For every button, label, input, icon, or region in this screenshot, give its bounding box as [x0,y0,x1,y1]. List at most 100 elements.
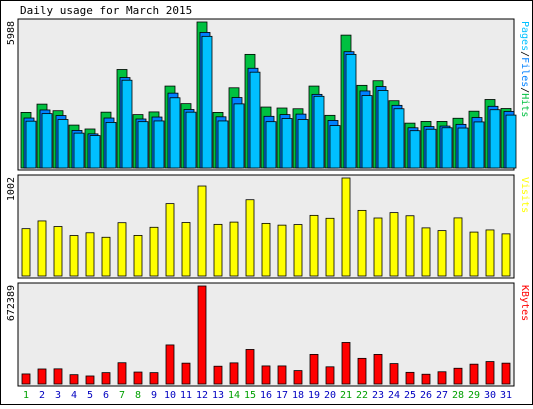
x-tick-label-day-19: 19 [308,390,320,401]
bar-kbytes-day-17 [277,365,287,385]
bar-pages-day-18 [297,119,309,169]
bar-kbytes-day-10 [165,344,175,385]
bar-pages-day-20 [329,125,341,169]
bar-pages-day-11 [185,111,197,169]
bar-kbytes-day-14 [229,362,239,385]
bar-visits-day-4 [69,235,79,277]
bar-pages-day-16 [265,121,277,169]
legend-visits: Visits [519,177,530,213]
legend-entry-visits: Visits [519,177,530,213]
x-tick-label-day-4: 4 [71,390,77,401]
bar-kbytes-day-28 [453,367,463,385]
bar-visits-day-23 [373,217,383,277]
bar-kbytes-day-3 [53,368,63,385]
x-tick-label-day-25: 25 [404,390,416,401]
bar-visits-day-1 [21,228,31,277]
legend-entry-hits: Hits [519,93,530,117]
bar-pages-day-15 [249,71,261,169]
bar-pages-day-10 [169,97,181,169]
bar-visits-day-9 [149,226,159,277]
bar-kbytes-day-9 [149,372,159,385]
bar-pages-day-4 [73,132,85,169]
bar-kbytes-day-24 [389,363,399,385]
bar-pages-day-22 [361,95,373,169]
bar-visits-day-12 [197,185,207,277]
bar-kbytes-day-15 [245,349,255,385]
bar-visits-day-26 [421,227,431,277]
x-tick-label-day-11: 11 [180,390,192,401]
bar-visits-day-18 [293,224,303,277]
x-tick-label-day-9: 9 [151,390,157,401]
bar-visits-day-20 [325,217,335,277]
x-tick-label-day-3: 3 [55,390,61,401]
bar-pages-day-3 [57,119,69,169]
x-axis-labels: 1 2 3 4 5 6 7 8 9 10 11 12 13 14 15 16 17 18 19 20 21 22 23 24 2… [23,390,512,401]
bar-pages-day-27 [441,127,453,169]
x-tick-label-day-27: 27 [436,390,448,401]
panel-visits: 1002 Visits [6,174,530,279]
bar-visits-day-21 [341,177,351,277]
bar-visits-day-5 [85,232,95,277]
bar-visits-day-6 [101,236,111,277]
x-tick-label-day-20: 20 [324,390,336,401]
chart-title: Daily usage for March 2015 [20,4,192,17]
bar-visits-day-17 [277,224,287,277]
bar-visits-day-14 [229,221,239,277]
legend-entry-pages: Pages [519,21,530,51]
bar-pages-day-14 [233,103,245,169]
bar-kbytes-day-12 [197,285,207,385]
bar-pages-day-9 [153,120,165,169]
bar-kbytes-day-4 [69,374,79,385]
bar-visits-day-30 [485,229,495,277]
bar-visits-day-2 [37,220,47,277]
bar-visits-day-3 [53,226,63,277]
bar-pages-day-7 [121,79,133,169]
bar-kbytes-day-25 [405,371,415,385]
x-tick-label-day-31: 31 [500,390,512,401]
bar-pages-day-21 [345,53,357,169]
bar-kbytes-day-29 [469,363,479,385]
bar-kbytes-day-21 [341,342,351,385]
bar-pages-day-29 [473,121,485,169]
x-tick-label-day-2: 2 [39,390,45,401]
bar-pages-day-1 [25,120,37,169]
bar-kbytes-day-6 [101,372,111,385]
bar-kbytes-day-5 [85,375,95,385]
bar-kbytes-day-16 [261,365,271,385]
bar-pages-day-23 [377,90,389,169]
bar-pages-day-26 [425,128,437,169]
x-tick-label-day-7: 7 [119,390,125,401]
bar-kbytes-day-22 [357,357,367,385]
bar-visits-day-7 [117,222,127,277]
legend-separator: / [519,51,530,57]
bar-pages-day-13 [217,120,229,169]
bar-pages-day-30 [489,109,501,169]
bar-pages-day-12 [201,35,213,169]
bar-kbytes-day-13 [213,365,223,385]
bar-pages-day-8 [137,121,149,169]
bar-pages-day-31 [505,114,517,169]
legend-entry-files: Files [519,57,530,87]
x-tick-label-day-22: 22 [356,390,368,401]
bar-pages-day-2 [41,113,53,169]
legend-hits: Pages/Files/Hits [519,21,530,117]
ymax-label-visits: 1002 [6,177,17,201]
x-tick-label-day-10: 10 [164,390,176,401]
x-tick-label-day-5: 5 [87,390,93,401]
bar-visits-day-29 [469,231,479,277]
bar-visits-day-22 [357,209,367,277]
bar-kbytes-day-7 [117,362,127,385]
bar-kbytes-day-19 [309,354,319,385]
x-tick-label-day-18: 18 [292,390,304,401]
ymax-label-hits: 5988 [6,21,17,45]
bar-pages-day-28 [457,127,469,169]
panel-hits: 5988 Pages/Files/Hits [6,18,530,171]
x-tick-label-day-30: 30 [484,390,496,401]
x-tick-label-day-29: 29 [468,390,480,401]
x-tick-label-day-6: 6 [103,390,109,401]
bar-kbytes-day-18 [293,370,303,385]
x-tick-label-day-16: 16 [260,390,272,401]
x-tick-label-day-15: 15 [244,390,256,401]
